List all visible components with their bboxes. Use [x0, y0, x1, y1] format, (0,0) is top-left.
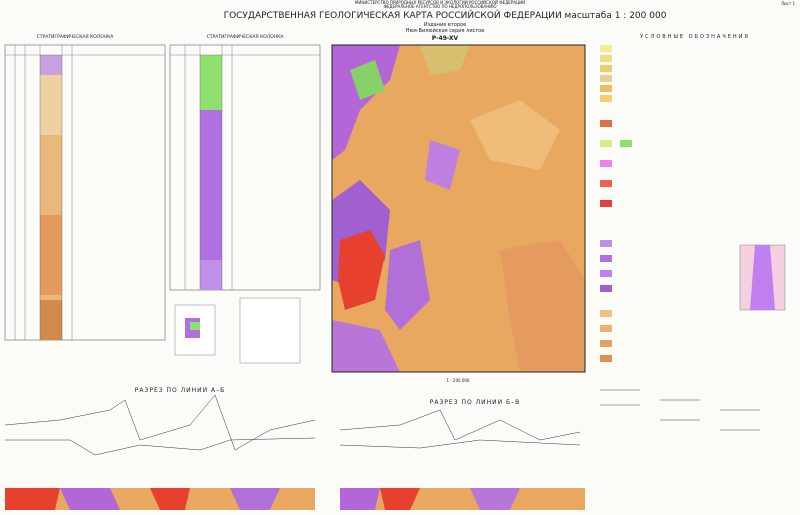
symbol-legend: [600, 389, 760, 431]
series: Нюя-Вилюйская серия листов: [406, 27, 485, 34]
strat-column-right: [169, 44, 321, 291]
agency: ФЕДЕРАЛЬНОЕ АГЕНТСТВО ПО НЕДРОПОЛЬЗОВАНИ…: [383, 4, 497, 9]
sheet-code: P-49-XV: [432, 35, 459, 42]
column-title: СТРАТИГРАФИЧЕСКАЯ КОЛОНКА: [37, 34, 115, 40]
legend-swatches: [600, 45, 786, 362]
legend-title: УСЛОВНЫЕ ОБОЗНАЧЕНИЯ: [640, 34, 750, 40]
index-maps: [174, 297, 301, 364]
section-strips: [5, 488, 585, 510]
title: ГОСУДАРСТВЕННАЯ ГЕОЛОГИЧЕСКАЯ КАРТА РОСС…: [224, 9, 667, 21]
strat-column-left: [4, 44, 166, 341]
cross-sections: [4, 394, 581, 456]
section-title: РАЗРЕЗ ПО ЛИНИИ А–Б: [135, 387, 226, 394]
edition: Издание второе: [424, 22, 466, 28]
column-title: СТРАТИГРАФИЧЕСКАЯ КОЛОНКА: [207, 34, 285, 40]
page-number: Лист 1: [781, 1, 795, 6]
ministry: МИНИСТЕРСТВО ПРИРОДНЫХ РЕСУРСОВ И ЭКОЛОГ…: [355, 0, 525, 5]
geological-map: [331, 44, 586, 373]
section-title: РАЗРЕЗ ПО ЛИНИИ Б–В: [430, 399, 521, 406]
map-scale: 1 : 200 000: [447, 378, 470, 383]
